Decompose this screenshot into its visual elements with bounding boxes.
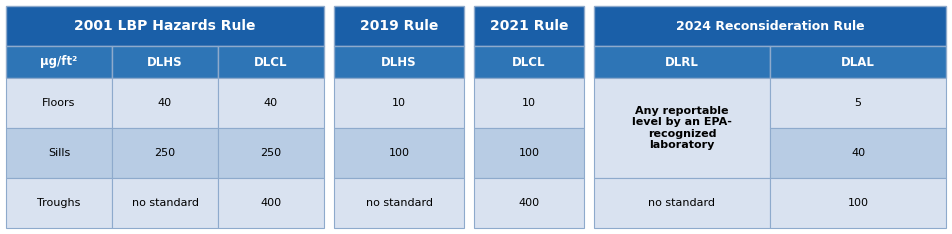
Bar	[218, 46, 324, 78]
Text: 5: 5	[855, 98, 862, 108]
Text: DLHS: DLHS	[381, 55, 417, 69]
Bar	[770, 128, 946, 178]
Bar	[474, 6, 584, 46]
Bar	[594, 178, 770, 228]
Text: DLCL: DLCL	[512, 55, 545, 69]
Bar	[218, 128, 324, 178]
Bar	[334, 78, 464, 128]
Bar	[770, 46, 946, 78]
Bar	[218, 178, 324, 228]
Bar	[112, 178, 218, 228]
Bar	[770, 178, 946, 228]
Bar	[474, 78, 584, 128]
Bar	[474, 128, 584, 178]
Text: 400: 400	[261, 198, 282, 208]
Text: 250: 250	[261, 148, 282, 158]
Bar	[334, 46, 464, 78]
Bar	[334, 6, 464, 46]
Text: Floors: Floors	[42, 98, 76, 108]
Text: DLRL: DLRL	[665, 55, 699, 69]
Text: 250: 250	[154, 148, 175, 158]
Bar	[6, 178, 112, 228]
Text: Sills: Sills	[48, 148, 70, 158]
Text: 400: 400	[519, 198, 540, 208]
Bar	[334, 128, 464, 178]
Text: no standard: no standard	[648, 198, 716, 208]
Bar	[334, 178, 464, 228]
Text: 2021 Rule: 2021 Rule	[489, 19, 568, 33]
Text: 40: 40	[158, 98, 172, 108]
Bar	[6, 128, 112, 178]
Text: 100: 100	[388, 148, 409, 158]
Text: 10: 10	[392, 98, 406, 108]
Text: 100: 100	[847, 198, 868, 208]
Bar	[594, 78, 770, 178]
Bar	[594, 6, 946, 46]
Bar	[474, 46, 584, 78]
Text: 100: 100	[519, 148, 540, 158]
Text: no standard: no standard	[131, 198, 199, 208]
Text: Troughs: Troughs	[37, 198, 81, 208]
Bar	[474, 178, 584, 228]
Text: μg/ft²: μg/ft²	[40, 55, 78, 69]
Bar	[112, 78, 218, 128]
Bar	[594, 46, 770, 78]
Text: 40: 40	[264, 98, 278, 108]
Bar	[6, 78, 112, 128]
Text: DLCL: DLCL	[254, 55, 288, 69]
Text: DLAL: DLAL	[841, 55, 875, 69]
Text: 10: 10	[522, 98, 536, 108]
Text: 2019 Rule: 2019 Rule	[360, 19, 438, 33]
Text: Any reportable
level by an EPA-
recognized
laboratory: Any reportable level by an EPA- recogniz…	[632, 106, 732, 150]
Text: no standard: no standard	[366, 198, 432, 208]
Text: DLHS: DLHS	[148, 55, 183, 69]
Bar	[6, 6, 324, 46]
Bar	[6, 46, 112, 78]
Text: 40: 40	[851, 148, 865, 158]
Text: 2001 LBP Hazards Rule: 2001 LBP Hazards Rule	[74, 19, 256, 33]
Bar	[218, 78, 324, 128]
Bar	[112, 46, 218, 78]
Bar	[112, 128, 218, 178]
Text: 2024 Reconsideration Rule: 2024 Reconsideration Rule	[676, 19, 864, 33]
Bar	[770, 78, 946, 128]
